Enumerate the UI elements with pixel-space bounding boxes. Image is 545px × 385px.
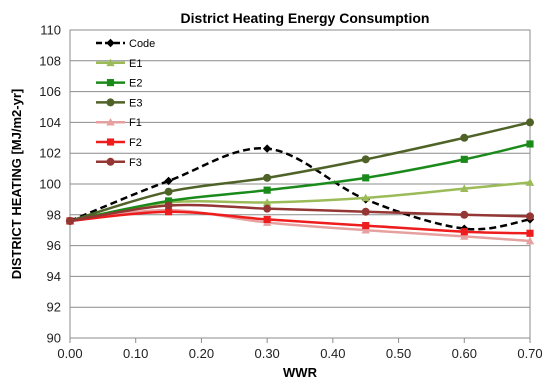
data-point-e2: [460, 155, 468, 163]
y-axis: 90 92 94 96 98 100 102 104 106 108 110: [39, 23, 61, 346]
data-point-f3: [460, 210, 469, 219]
x-tick-label: 0.10: [123, 346, 148, 361]
data-point-e2: [362, 174, 370, 182]
data-point-code: [262, 144, 272, 153]
data-point-code: [164, 176, 173, 186]
legend-label-e3: E3: [129, 97, 142, 109]
y-tick-label: 96: [47, 238, 61, 253]
data-point-f1: [460, 232, 469, 240]
legend-marker-f3: [106, 157, 115, 166]
data-point-f2: [526, 229, 534, 237]
x-tick-label: 0.40: [320, 346, 345, 361]
series-group: [65, 118, 535, 245]
y-tick-label: 106: [39, 84, 61, 99]
data-point-f2: [460, 228, 468, 236]
data-point-f3: [66, 216, 74, 225]
data-point-e3: [526, 118, 534, 127]
data-point-e3: [164, 187, 173, 196]
grid: [70, 29, 530, 339]
data-point-e2: [263, 186, 271, 194]
legend-marker-e2: [106, 79, 115, 87]
legend-marker-e1: [106, 58, 115, 67]
data-point-f3: [164, 201, 173, 210]
legend-label-e2: E2: [129, 78, 142, 90]
y-tick-label: 102: [39, 146, 61, 161]
y-tick-label: 104: [39, 115, 61, 130]
legend: Code E1 E2 E3 F1 F2 F3: [96, 38, 155, 169]
x-tick-label: 0.30: [254, 346, 279, 361]
x-axis: 0.00 0.10 0.20 0.30 0.40 0.50 0.60 0.70: [57, 338, 543, 361]
legend-label-code: Code: [129, 38, 155, 50]
chart-title: District Heating Energy Consumption: [181, 10, 430, 26]
data-point-f3: [526, 212, 534, 221]
x-tick-label: 0.50: [386, 346, 411, 361]
y-tick-label: 90: [47, 331, 61, 346]
data-point-e1: [262, 198, 272, 206]
y-tick-label: 98: [47, 207, 61, 222]
data-point-f2: [362, 222, 370, 230]
data-point-f1: [361, 226, 370, 234]
legend-label-f2: F2: [129, 137, 142, 149]
x-tick-label: 0.70: [517, 346, 542, 361]
series-line-code: [69, 147, 531, 231]
legend-label-f3: F3: [129, 157, 142, 169]
y-tick-label: 94: [47, 269, 61, 284]
legend-label-e1: E1: [129, 58, 142, 70]
x-axis-title: WWR: [283, 365, 318, 380]
legend-marker-e3: [106, 98, 115, 107]
data-point-e1: [460, 184, 469, 192]
y-axis-title: DISTRICT HEATING [MJ/m2-yr]: [9, 89, 24, 279]
data-point-e2: [526, 140, 534, 148]
y-tick-label: 110: [40, 23, 61, 38]
data-point-f2: [165, 208, 173, 216]
data-point-f3: [361, 207, 370, 216]
x-tick-label: 0.00: [57, 346, 82, 361]
data-point-e1: [525, 178, 535, 186]
data-point-e1: [361, 193, 370, 202]
legend-marker-f2: [106, 138, 115, 146]
data-point-f3: [263, 204, 272, 213]
data-point-e3: [263, 173, 272, 182]
data-point-f1: [525, 236, 535, 245]
legend-marker-f1: [106, 118, 115, 126]
data-point-e3: [361, 155, 370, 164]
x-tick-label: 0.20: [189, 346, 214, 361]
y-tick-label: 108: [39, 53, 61, 68]
data-point-e2: [165, 197, 173, 205]
y-tick-label: 92: [47, 300, 61, 315]
legend-marker-code: [106, 38, 115, 48]
y-tick-label: 100: [39, 177, 61, 192]
data-point-f2: [263, 215, 271, 223]
data-point-e3: [460, 133, 469, 142]
x-tick-label: 0.60: [452, 346, 477, 361]
legend-label-f1: F1: [129, 117, 142, 129]
